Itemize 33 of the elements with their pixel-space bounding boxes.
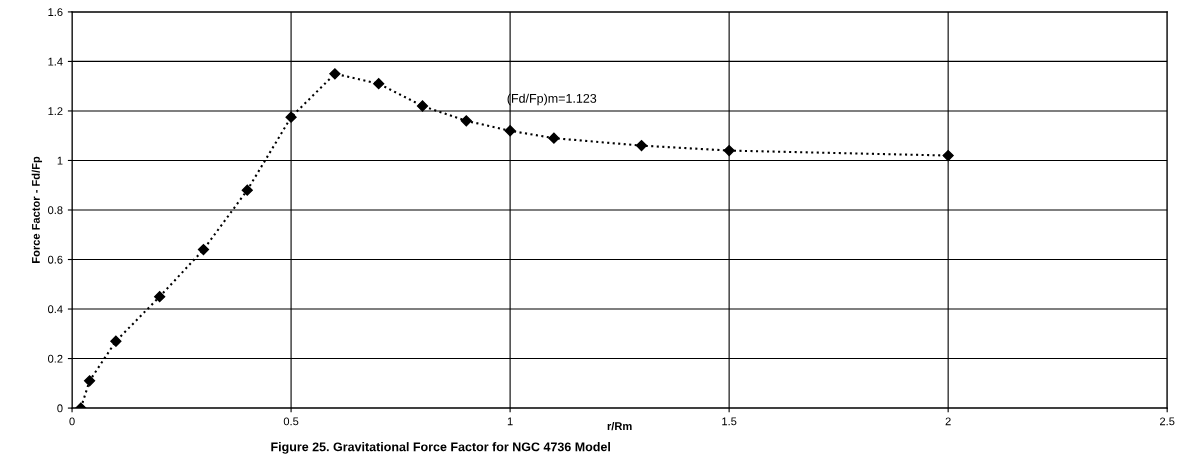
point [285,111,297,123]
y-tick-label: 1.4 [48,57,63,66]
x-tick-label: 2.5 [1160,417,1175,426]
caption: Figure 25. Gravitational Force Factor for NGC 4736 Model [271,442,610,454]
y-tick-label: 1.6 [48,8,63,17]
y-tick-label: 1 [57,156,63,165]
y-tick-label: 0.4 [48,305,63,314]
x-axis-title: r/Rm [607,421,632,431]
x-tick-label: 2 [945,417,951,426]
point [83,375,96,387]
point [329,68,341,80]
y-tick-label: 0.8 [48,206,63,215]
point [635,140,648,152]
point [942,149,954,162]
point [460,115,472,127]
point [416,100,429,112]
point [548,132,560,144]
y-tick-label: 0.2 [48,354,63,363]
y-tick-label: 0 [57,404,63,413]
point [110,335,122,347]
point [154,291,166,303]
x-tick-label: 0.5 [283,417,299,426]
x-tick-label: 0 [69,417,75,426]
point [504,125,516,137]
x-tick-label: 1 [507,417,513,426]
point [373,78,385,90]
point [241,184,253,196]
point [197,244,210,256]
y-tick-label: 0.6 [48,255,63,264]
point [723,144,735,157]
y-tick-label: 1.2 [48,107,63,115]
x-tick-label: 1.5 [722,417,737,426]
y-axis-title: Force Factor - Fd/Fp [31,156,43,263]
